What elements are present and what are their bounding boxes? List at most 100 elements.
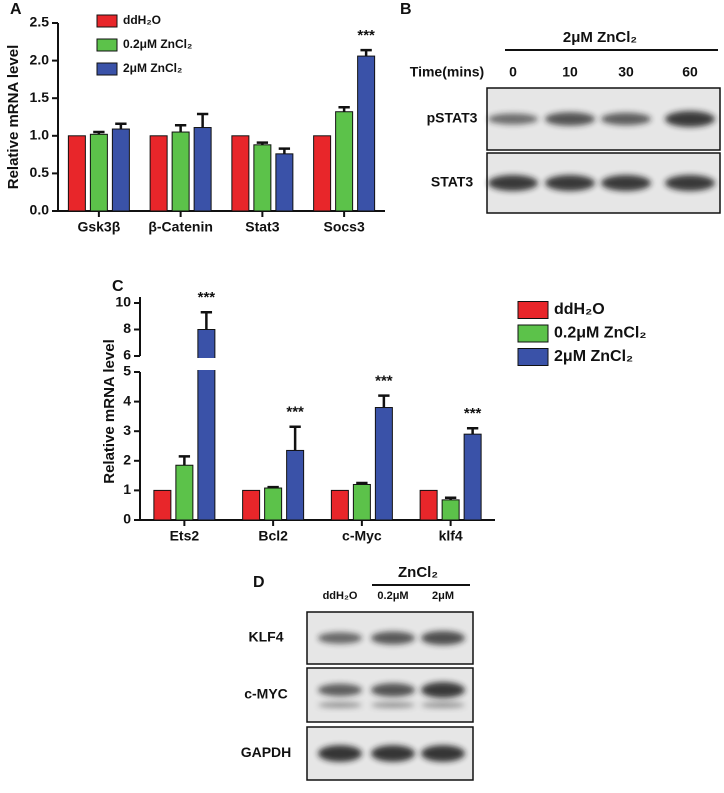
- bar: [357, 55, 376, 212]
- band: [601, 175, 651, 191]
- lane-label: ddH₂O: [323, 590, 358, 602]
- band: [371, 683, 415, 697]
- legend-label: ddH₂O: [554, 301, 605, 318]
- legend-label: 0.2μM ZnCl₂: [554, 325, 646, 342]
- bar: [242, 489, 261, 521]
- x-tick-label: klf4: [439, 528, 463, 544]
- panel-letter: A: [10, 1, 22, 18]
- error-bar: [356, 481, 368, 485]
- band: [371, 631, 415, 645]
- significance: ***: [198, 289, 216, 306]
- band: [318, 702, 362, 708]
- error-bar: [267, 485, 279, 489]
- error-bar: [444, 496, 457, 500]
- time-label: Time(mins): [410, 64, 484, 80]
- bar: [231, 135, 250, 212]
- x-tick-label: Ets2: [170, 528, 200, 544]
- legend-label: ddH₂O: [123, 13, 161, 27]
- axis-break-gap: [195, 358, 217, 370]
- band: [545, 175, 595, 191]
- legend-label: 2μM ZnCl₂: [554, 348, 633, 365]
- bar: [175, 464, 194, 521]
- error-bar: [196, 112, 209, 128]
- bar: [253, 144, 272, 212]
- row-label: c-MYC: [244, 686, 288, 702]
- lane-label: 2μM: [432, 590, 454, 602]
- band: [421, 702, 465, 708]
- panel-letter: D: [253, 574, 265, 591]
- bar: [264, 487, 283, 521]
- band: [318, 745, 362, 762]
- band: [318, 683, 362, 697]
- band: [488, 113, 538, 125]
- y-axis-label: Relative mRNA level: [101, 339, 118, 484]
- error-bar: [378, 394, 390, 408]
- row-label: KLF4: [249, 629, 284, 645]
- bar: [419, 489, 438, 521]
- legend-swatch: [96, 14, 118, 28]
- y-tick-label: 2.0: [30, 51, 50, 67]
- band: [371, 745, 415, 762]
- row-label: GAPDH: [241, 744, 292, 760]
- bar: [153, 489, 172, 521]
- bar: [330, 489, 349, 521]
- x-tick-label: Stat3: [245, 219, 279, 235]
- bar: [313, 135, 332, 212]
- bar: [171, 131, 190, 212]
- x-tick-label: Gsk3β: [77, 219, 120, 235]
- lane-label: 60: [682, 64, 698, 80]
- significance: ***: [375, 373, 393, 390]
- error-bar: [466, 426, 479, 435]
- significance: ***: [286, 404, 304, 421]
- bar: [149, 135, 168, 212]
- band: [665, 175, 715, 191]
- error-bar: [338, 105, 350, 112]
- y-tick-label: 0.5: [30, 164, 50, 180]
- error-bar: [93, 130, 105, 135]
- legend-swatch: [517, 348, 549, 366]
- x-tick-label: β-Catenin: [148, 219, 213, 235]
- y-tick-label: 2.5: [30, 14, 50, 30]
- y-tick-label: 1: [123, 481, 131, 497]
- error-bar: [256, 141, 269, 145]
- y-tick-label: 1.0: [30, 127, 50, 143]
- y-tick-label: 0.0: [30, 202, 50, 218]
- significance: ***: [464, 405, 482, 422]
- row-label: STAT3: [431, 174, 473, 190]
- y-tick-label: 8: [123, 320, 131, 336]
- y-tick-label: 3: [123, 422, 131, 438]
- lane-label: 0: [509, 64, 517, 80]
- error-bar: [174, 124, 187, 133]
- row-label: pSTAT3: [427, 110, 478, 126]
- bar: [67, 135, 86, 212]
- bar: [286, 449, 305, 521]
- legend-label: 2μM ZnCl₂: [123, 61, 182, 75]
- bar: [374, 407, 393, 521]
- bar: [335, 111, 354, 212]
- bar: [193, 127, 212, 212]
- band: [421, 631, 465, 645]
- legend-swatch: [96, 38, 118, 52]
- x-tick-label: c-Myc: [342, 528, 382, 544]
- band: [488, 175, 538, 191]
- error-bar: [278, 147, 291, 154]
- x-tick-label: Bcl2: [258, 528, 288, 544]
- legend-swatch: [517, 324, 549, 343]
- lane-label: 10: [562, 64, 578, 80]
- bar: [275, 153, 294, 212]
- legend-label: 0.2μM ZnCl₂: [123, 37, 192, 51]
- band: [421, 745, 465, 762]
- panel-letter: B: [400, 1, 412, 18]
- y-tick-label: 4: [123, 392, 131, 408]
- band: [371, 702, 415, 708]
- y-axis-label: Relative mRNA level: [5, 45, 22, 190]
- y-tick-label: 0: [123, 511, 131, 527]
- bar: [111, 128, 130, 212]
- lane-label: 30: [618, 64, 634, 80]
- error-bar: [200, 311, 213, 330]
- y-tick-label: 2: [123, 452, 131, 468]
- legend-swatch: [96, 62, 118, 76]
- y-tick-label: 5: [123, 363, 131, 379]
- y-tick-label: 1.5: [30, 89, 50, 105]
